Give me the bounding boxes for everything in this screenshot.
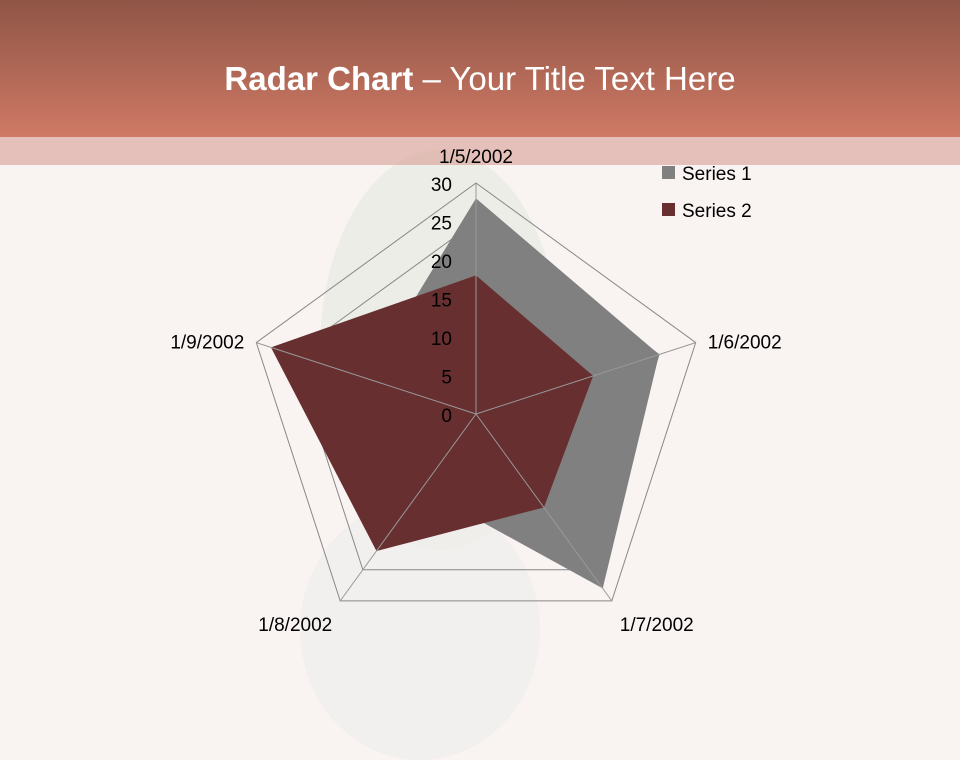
tick-label: 10 — [431, 329, 452, 350]
series-2-area — [270, 275, 594, 552]
category-label: 1/9/2002 — [170, 333, 244, 354]
legend-label: Series 1 — [682, 164, 752, 185]
title-band — [0, 137, 960, 165]
tick-label: 30 — [431, 175, 452, 196]
category-label: 1/5/2002 — [439, 147, 513, 168]
slide-title: Radar Chart – Your Title Text Here — [0, 60, 960, 98]
tick-label: 5 — [441, 368, 452, 389]
grid-ring — [255, 182, 697, 602]
tick-label: 20 — [431, 252, 452, 273]
tick-label: 0 — [441, 406, 452, 427]
spoke — [475, 413, 613, 602]
legend-swatch — [662, 166, 675, 179]
radar-chart: 0 5 10 15 20 25 30 1/5/2002 1/6/2002 1/7/2002 1/8/… — [170, 147, 782, 636]
category-label: 1/6/2002 — [708, 333, 782, 354]
tick-label: 25 — [431, 214, 452, 235]
legend-label: Series 2 — [682, 201, 752, 222]
spoke — [475, 342, 696, 415]
title-bold: Radar Chart — [224, 60, 414, 97]
category-label: 1/8/2002 — [258, 615, 332, 636]
spoke — [256, 342, 477, 415]
category-label: 1/7/2002 — [620, 615, 694, 636]
background-figure-lower — [300, 500, 540, 760]
title-rest: – Your Title Text Here — [413, 60, 736, 97]
spoke — [339, 413, 477, 602]
title-bar — [0, 0, 960, 137]
legend-swatch — [662, 203, 675, 216]
tick-label: 15 — [431, 291, 452, 312]
